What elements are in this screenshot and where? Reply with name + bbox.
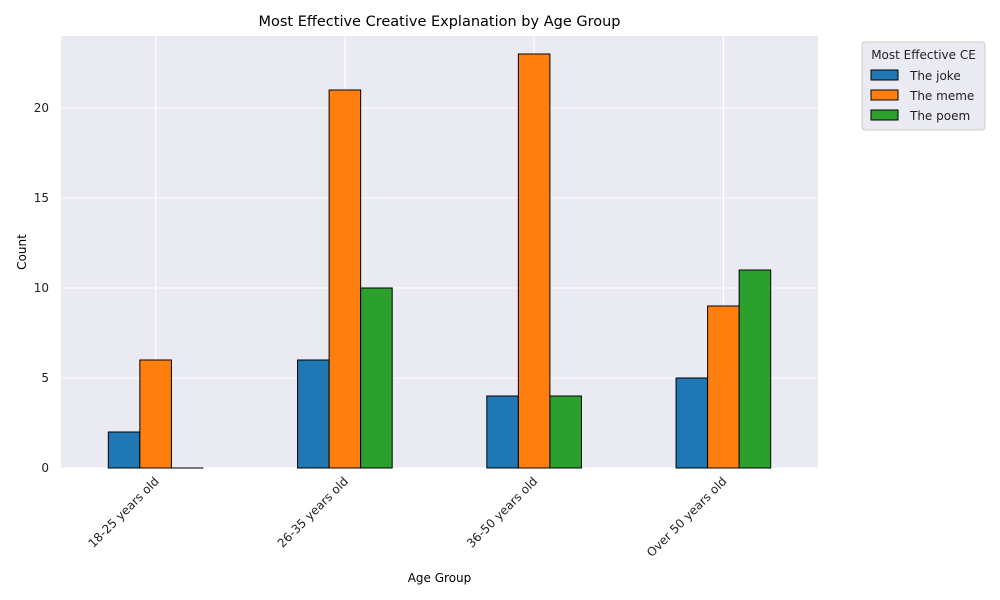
y-axis-label: Count (15, 234, 29, 270)
bar (486, 395, 519, 469)
bar (707, 305, 740, 469)
x-tick-label: 18-25 years old (86, 474, 162, 550)
bar (328, 89, 362, 469)
bar (675, 377, 709, 469)
legend-items: The joke The meme The poem (870, 69, 974, 123)
bar (549, 395, 582, 469)
legend-title: Most Effective CE (871, 48, 976, 62)
legend-label: The meme (909, 89, 974, 103)
x-axis-label: Age Group (408, 571, 472, 585)
legend-label: The poem (909, 109, 970, 123)
legend-label: The joke (909, 69, 961, 83)
legend-box (861, 41, 986, 131)
bar (360, 287, 393, 469)
y-tick-label: 0 (41, 461, 49, 475)
bars (107, 53, 772, 469)
bar (517, 53, 551, 469)
bar (297, 359, 330, 469)
x-tick-label: 36-50 years old (464, 474, 540, 550)
bar (107, 431, 141, 469)
y-tick-label: 20 (34, 101, 49, 115)
y-tick-label: 5 (41, 371, 49, 385)
legend-swatch (870, 69, 899, 81)
x-tick-label: 26-35 years old (275, 474, 351, 550)
y-axis-ticks: 0 5 10 15 20 (34, 101, 49, 475)
x-tick-label: Over 50 years old (644, 474, 729, 559)
legend-swatch (870, 109, 899, 121)
legend-swatch (870, 89, 899, 101)
y-tick-label: 10 (34, 281, 49, 295)
x-axis-ticks: 18-25 years old 26-35 years old 36-50 year… (86, 474, 730, 559)
bar (139, 359, 172, 469)
bar (738, 269, 772, 469)
y-tick-label: 15 (34, 191, 49, 205)
chart-title: Most Effective Creative Explanation by A… (258, 14, 620, 30)
legend: Most Effective CE The joke The meme The po… (861, 41, 986, 131)
